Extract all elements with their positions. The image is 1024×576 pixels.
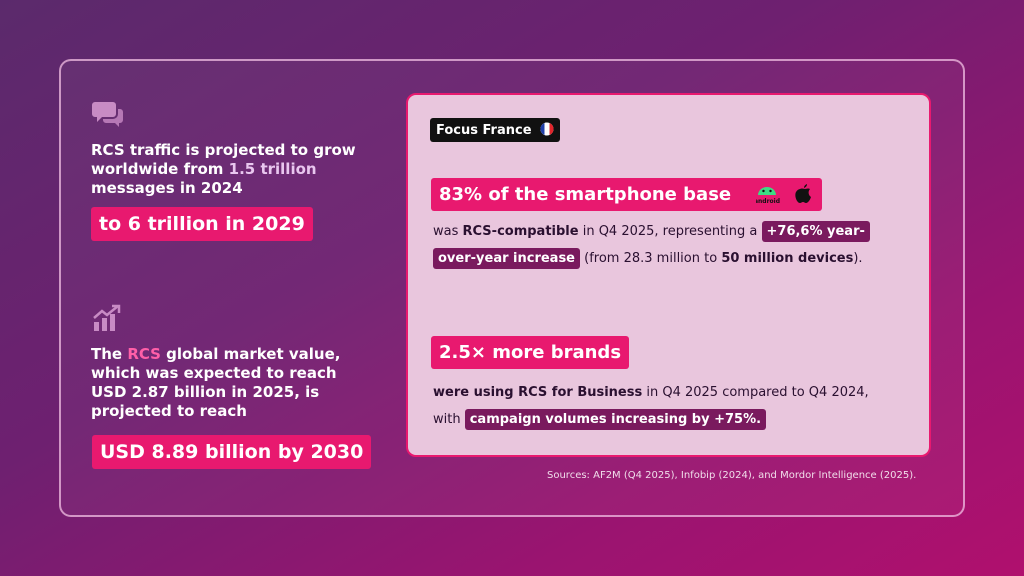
france-panel [406, 93, 931, 457]
accent: 1.5 trillion [228, 160, 317, 178]
os-icons: android [756, 184, 811, 205]
icon-label: android [756, 198, 780, 205]
text: messages in 2024 [91, 179, 243, 197]
badge-text: Focus France [436, 123, 532, 138]
block-body: was RCS-compatible in Q4 2025, represent… [433, 218, 883, 272]
text: global market value, which was expected … [91, 345, 341, 420]
bold-text: 50 million devices [721, 251, 854, 266]
text: in Q4 2025, representing a [578, 224, 762, 239]
text: in Q4 2025 compared to Q4 2024, with [433, 385, 869, 427]
stat-highlight: to 6 trillion in 2029 [91, 207, 313, 241]
chart-icon [93, 304, 121, 331]
heading-text: 83% of the smartphone base [439, 184, 732, 205]
bold-text: were using RCS for Business [433, 385, 643, 400]
heading: 2.5× more brands [431, 336, 630, 369]
text: The [91, 345, 128, 363]
badge: Focus France [430, 118, 561, 142]
block-body: were using RCS for Business in Q4 2025 c… [433, 379, 883, 433]
text: was [433, 224, 463, 239]
stat-text: The RCS global market value, which was e… [91, 345, 361, 421]
text: ). [853, 251, 863, 266]
heading: 83% of the smartphone base android [431, 178, 822, 211]
sources: Sources: AF2M (Q4 2025), Infobip (2024),… [547, 470, 917, 481]
text: RCS traffic is projected to grow worldwi… [91, 141, 356, 178]
flag [540, 122, 554, 136]
accent: RCS [127, 345, 161, 363]
chat-icon [92, 102, 123, 127]
stat-highlight: USD 8.89 billion by 2030 [92, 435, 372, 469]
text: (from 28.3 million to [580, 251, 722, 266]
bold-text: RCS-compatible [462, 224, 579, 239]
stat-text: RCS traffic is projected to grow worldwi… [91, 141, 366, 198]
text-highlight: campaign volumes increasing by +75%. [464, 409, 767, 430]
